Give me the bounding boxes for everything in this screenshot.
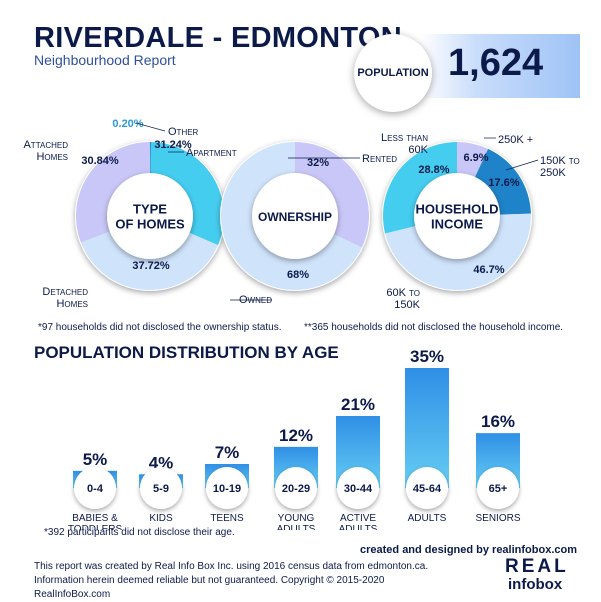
age-bar-value-label: 12% bbox=[279, 426, 313, 445]
ownership-note: *97 households did not disclosed the own… bbox=[38, 322, 282, 333]
age-note: *392 participants did not disclose their… bbox=[44, 527, 235, 538]
type-of-homes-value-label: 37.72% bbox=[132, 260, 170, 272]
page-title: RIVERDALE - EDMONTON bbox=[34, 22, 402, 54]
household-income-slice-250k-plus bbox=[457, 142, 489, 178]
type-of-homes-category-label: Other bbox=[168, 126, 199, 138]
household-income-value-label: 6.9% bbox=[463, 152, 488, 164]
household-income-value-label: 28.8% bbox=[418, 164, 449, 176]
type-of-homes-center-label: OF HOMES bbox=[115, 217, 185, 232]
ownership-value-label: 32% bbox=[307, 157, 329, 169]
type-of-homes-center-label: TYPE bbox=[133, 202, 167, 217]
type-of-homes-value-label: 31.24% bbox=[154, 139, 192, 151]
age-category-label: 10-19 bbox=[213, 483, 241, 495]
age-category-label: 30-44 bbox=[344, 483, 373, 495]
age-bar-chart: 5% 0-4 BABIES &TODDLERS 4% 5-9 KIDS 7% 10-19 TEE… bbox=[68, 347, 521, 530]
type-of-homes-category-label: Attached Homes bbox=[23, 139, 68, 163]
type-of-homes-slice-detached bbox=[80, 231, 219, 290]
age-category-label: 0-4 bbox=[87, 483, 104, 495]
household-income-center-label: INCOME bbox=[431, 217, 483, 232]
population-value: 1,624 bbox=[448, 42, 544, 84]
ownership-value-label: 68% bbox=[287, 269, 309, 281]
type-of-homes-category-label: Detached Homes bbox=[42, 286, 88, 310]
logo-subtitle: infobox bbox=[508, 576, 563, 593]
page-subtitle: Neighbourhood Report bbox=[34, 52, 176, 68]
age-category-label: 20-29 bbox=[282, 483, 310, 495]
age-bar-value-label: 5% bbox=[83, 450, 108, 469]
age-category-label: 45-64 bbox=[413, 483, 442, 495]
age-group-description: ADULTS bbox=[408, 513, 447, 524]
type-of-homes-slice-apartment bbox=[150, 142, 224, 246]
type-of-homes-value-label: 30.84% bbox=[81, 155, 119, 167]
age-group-description: ADULTS bbox=[339, 524, 378, 530]
logo: REAL bbox=[505, 556, 569, 577]
age-category-label: 65+ bbox=[489, 483, 508, 495]
age-group-description: YOUNG bbox=[278, 513, 315, 524]
age-group-description: ADULTS bbox=[277, 524, 316, 530]
age-category-circle bbox=[337, 467, 379, 509]
household-income-center-label: HOUSEHOLD bbox=[415, 202, 498, 217]
household-income-slice-150k-250k bbox=[474, 148, 531, 215]
ownership-center-label: OWNERSHIP bbox=[258, 210, 332, 224]
household-income-category-label: 150K to 250K bbox=[540, 155, 580, 179]
type-of-homes-slice-other bbox=[150, 142, 152, 175]
age-group-description: SENIORS bbox=[475, 513, 520, 524]
ownership-category-label: Rented bbox=[362, 153, 397, 165]
age-group-description: TEENS bbox=[210, 513, 244, 524]
ownership-donut: OWNERSHIP 32% 68% bbox=[220, 141, 370, 291]
footer-disclaimer: This report was created by Real Info Box… bbox=[34, 561, 429, 600]
age-bar-value-label: 4% bbox=[149, 453, 174, 472]
ownership-category-label: Owned bbox=[239, 294, 272, 306]
age-bar-value-label: 16% bbox=[481, 412, 515, 431]
age-category-circle bbox=[275, 467, 317, 509]
household-income-category-label: 60K to 150K bbox=[386, 287, 420, 311]
age-group-description: BABIES & bbox=[72, 513, 118, 524]
age-group-description: TODDLERS bbox=[68, 524, 123, 530]
population-label: POPULATION bbox=[354, 34, 432, 112]
age-category-circle bbox=[406, 467, 448, 509]
age-group-description: KIDS bbox=[149, 513, 173, 524]
household-income-slice-60k-150k bbox=[385, 213, 532, 291]
age-group-description: ACTIVE bbox=[340, 513, 376, 524]
age-category-label: 5-9 bbox=[153, 483, 169, 495]
type-of-homes-value-label: 0.20% bbox=[112, 118, 143, 130]
type-of-homes-category-label: Apartment bbox=[186, 147, 237, 159]
age-bar-value-label: 7% bbox=[215, 443, 240, 462]
type-of-homes-slice-attached bbox=[75, 142, 150, 243]
household-income-value-label: 46.7% bbox=[473, 264, 504, 276]
age-category-circle bbox=[477, 467, 519, 509]
credit-line: created and designed by realinfobox.com bbox=[360, 544, 577, 556]
age-bar-value-label: 35% bbox=[410, 347, 444, 366]
income-note: **365 households did not disclosed the h… bbox=[304, 322, 564, 333]
age-bar-value-label: 21% bbox=[341, 395, 375, 414]
age-category-circle bbox=[74, 467, 116, 509]
household-income-slice-under-60k bbox=[382, 142, 457, 234]
household-income-value-label: 17.6% bbox=[488, 177, 519, 189]
age-category-circle bbox=[206, 467, 248, 509]
household-income-category-label: Less than 60K bbox=[381, 132, 429, 156]
ownership-slice-owned bbox=[221, 142, 362, 290]
age-chart-title: POPULATION DISTRIBUTION BY AGE bbox=[34, 343, 339, 362]
population-banner bbox=[420, 34, 580, 98]
age-category-circle bbox=[140, 467, 182, 509]
household-income-category-label: 250K + bbox=[498, 134, 533, 146]
